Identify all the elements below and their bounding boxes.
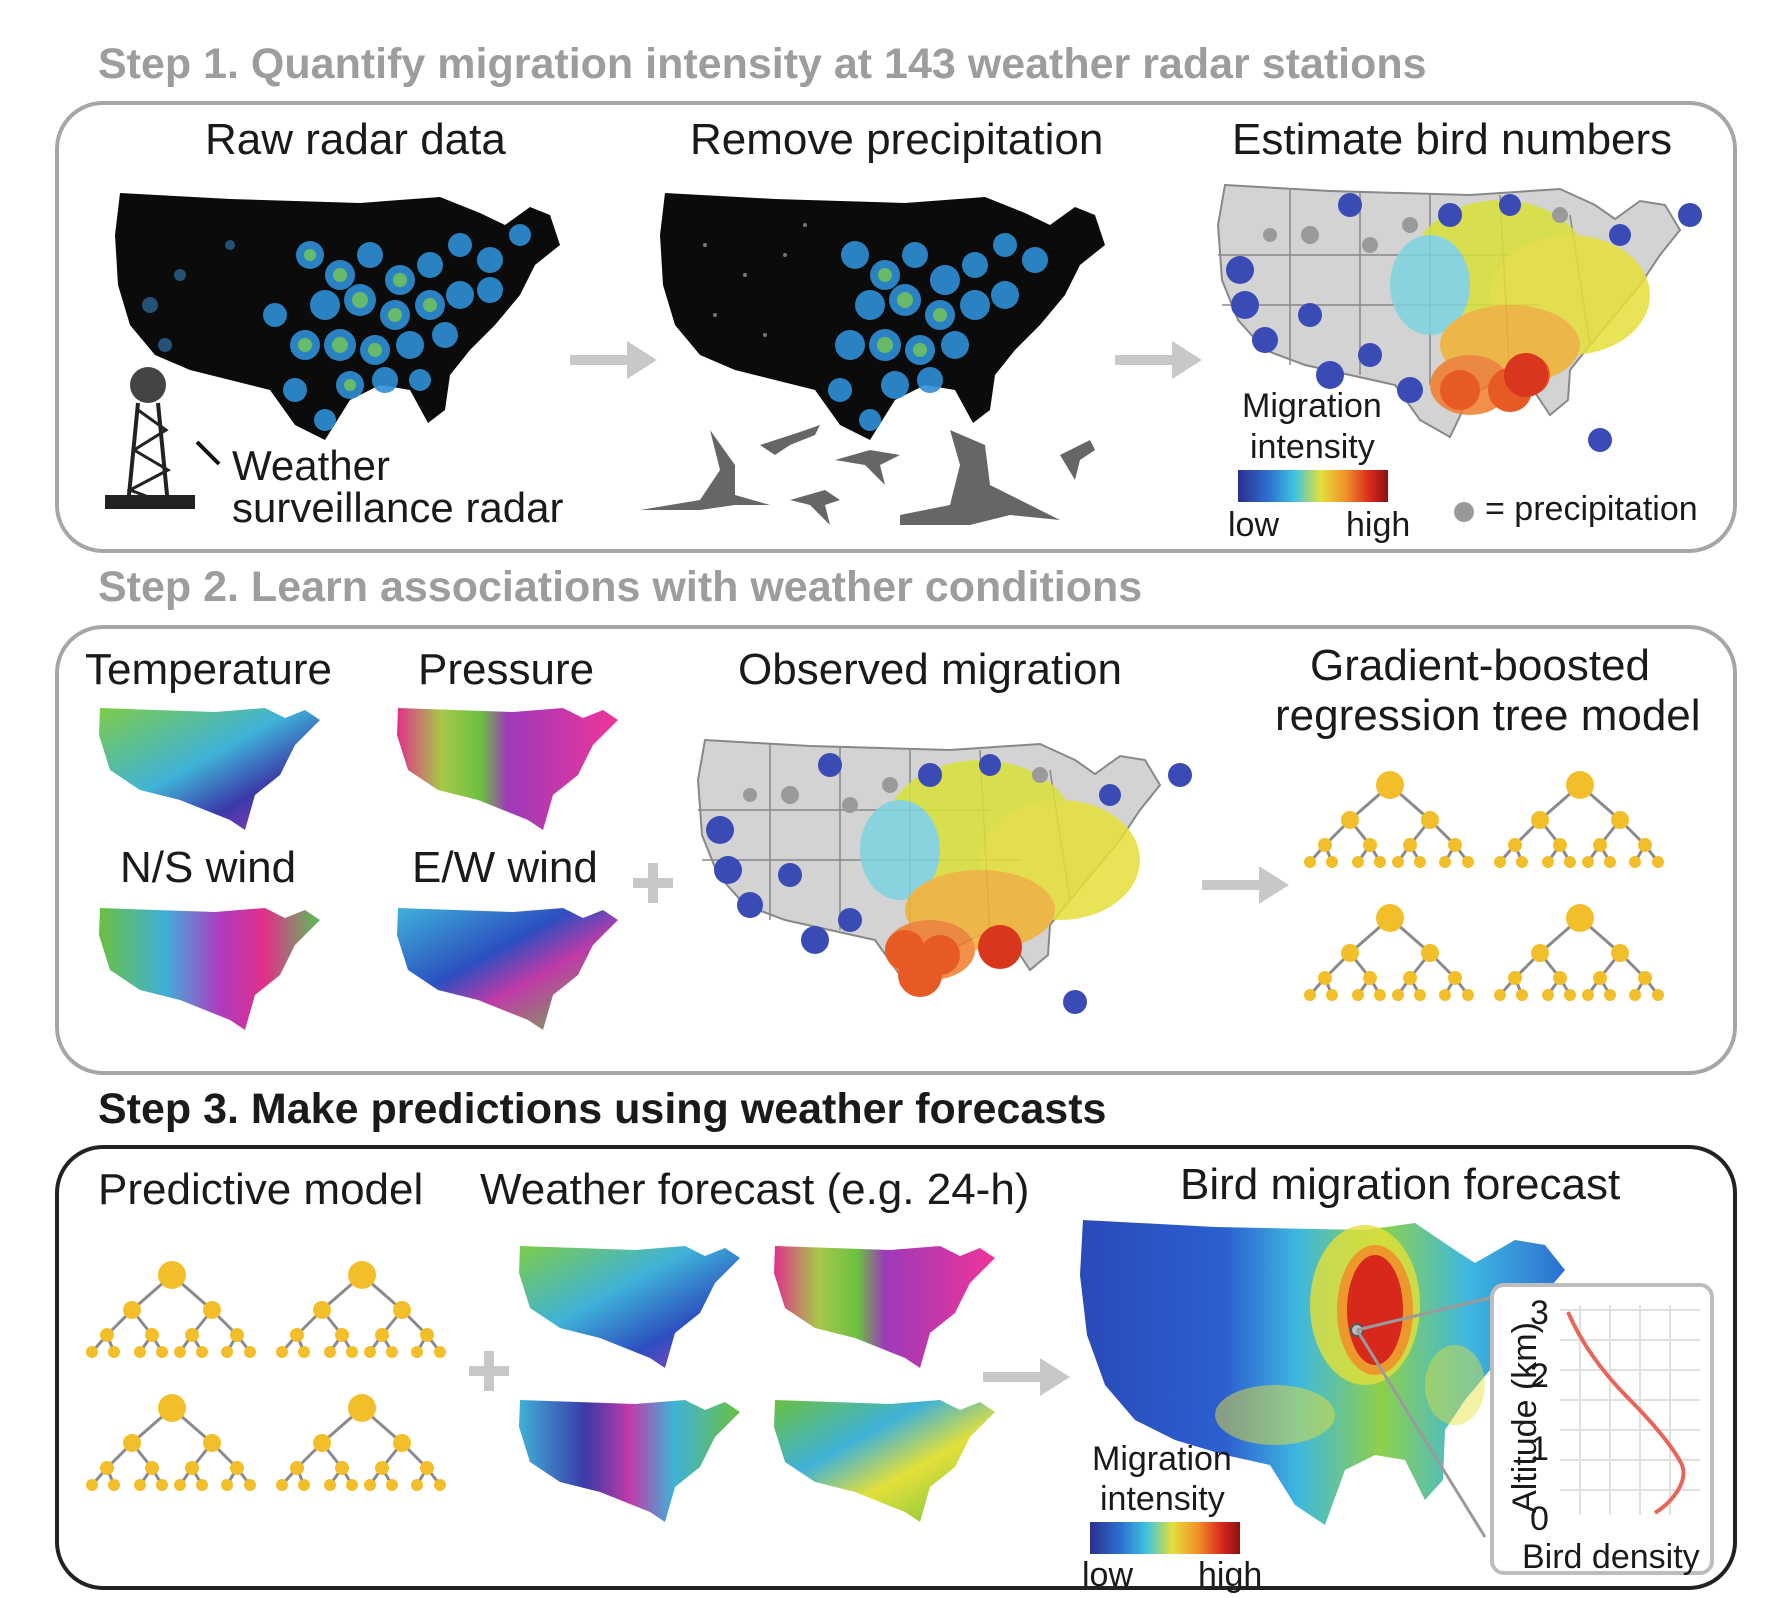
legend3-title-line1: Migration <box>1092 1440 1232 1478</box>
legend1-low: low <box>1228 506 1280 544</box>
forecast-pressure-map <box>774 1246 995 1368</box>
step3-panel <box>55 1145 1737 1590</box>
legend1-high: high <box>1346 506 1411 544</box>
arrow-right-icon <box>570 341 657 379</box>
legend1-colorbar <box>1238 470 1388 502</box>
observed-migration-map <box>696 738 1192 1014</box>
radar-tower-icon <box>105 367 195 509</box>
arrow-right-icon <box>983 1358 1070 1396</box>
legend1-title-line1: Migration <box>1242 387 1382 425</box>
model-label-line2: regression tree model <box>1275 691 1701 740</box>
precipitation-dot-icon <box>1454 502 1474 522</box>
step1-panel <box>55 101 1737 553</box>
step1-title: Step 1. Quantify migration intensity at … <box>98 40 1427 88</box>
inset-xlabel: Bird density <box>1522 1538 1700 1576</box>
ns-wind-label: N/S wind <box>120 843 297 892</box>
forecast-temperature-map <box>519 1246 740 1368</box>
remove-precip-label: Remove precipitation <box>690 115 1104 164</box>
legend3-low: low <box>1082 1556 1134 1594</box>
observed-migration-label: Observed migration <box>738 645 1122 694</box>
temperature-map <box>99 708 320 830</box>
inset-ytick-0: 0 <box>1530 1500 1549 1538</box>
legend3-high: high <box>1198 1556 1263 1594</box>
precip-removed-map <box>660 193 1105 440</box>
predictive-model-label: Predictive model <box>98 1165 424 1214</box>
step3-title: Step 3. Make predictions using weather f… <box>98 1085 1107 1133</box>
step2-title: Step 2. Learn associations with weather … <box>98 563 1143 611</box>
radar-label-line2: surveillance radar <box>232 484 564 531</box>
raw-radar-map <box>115 193 560 440</box>
temperature-label: Temperature <box>85 645 333 694</box>
bird-numbers-map <box>1216 183 1702 452</box>
ew-wind-label: E/W wind <box>412 843 598 892</box>
inset-ytick-3: 3 <box>1530 1294 1549 1332</box>
legend1-title-line2: intensity <box>1250 428 1375 466</box>
legend3-colorbar <box>1090 1522 1240 1554</box>
plus-icon <box>469 1351 509 1391</box>
arrow-right-icon <box>1202 866 1289 904</box>
inset-ylabel: Altitude (km) <box>1505 1322 1544 1513</box>
ns-wind-map <box>99 908 320 1030</box>
radar-pointer-line <box>195 440 221 466</box>
altitude-profile-plot <box>1560 1305 1700 1515</box>
model-label-line1: Gradient-boosted <box>1310 641 1650 690</box>
bird-migration-forecast-map <box>1080 1220 1565 1538</box>
ew-wind-map <box>397 908 618 1030</box>
plus-icon <box>633 863 673 903</box>
estimate-birds-label: Estimate bird numbers <box>1232 115 1673 164</box>
predictive-model-trees <box>84 1259 448 1493</box>
inset-ytick-1: 1 <box>1530 1430 1549 1468</box>
precip-legend-label: = precipitation <box>1485 490 1698 528</box>
forecast-ns-wind-map <box>519 1400 740 1522</box>
regression-trees-model <box>1302 769 1666 1003</box>
raw-radar-label: Raw radar data <box>205 115 506 164</box>
pressure-label: Pressure <box>418 645 595 694</box>
bird-migration-forecast-label: Bird migration forecast <box>1180 1160 1621 1209</box>
arrow-right-icon <box>1115 341 1202 379</box>
radar-label-line1: Weather <box>232 442 390 489</box>
inset-ytick-2: 2 <box>1530 1357 1549 1395</box>
bird-silhouettes <box>640 425 1095 525</box>
forecast-ew-wind-map <box>774 1400 995 1522</box>
pressure-map <box>397 708 618 830</box>
weather-forecast-label: Weather forecast (e.g. 24-h) <box>480 1165 1030 1214</box>
legend3-title-line2: intensity <box>1100 1480 1225 1518</box>
step2-panel <box>55 625 1737 1075</box>
